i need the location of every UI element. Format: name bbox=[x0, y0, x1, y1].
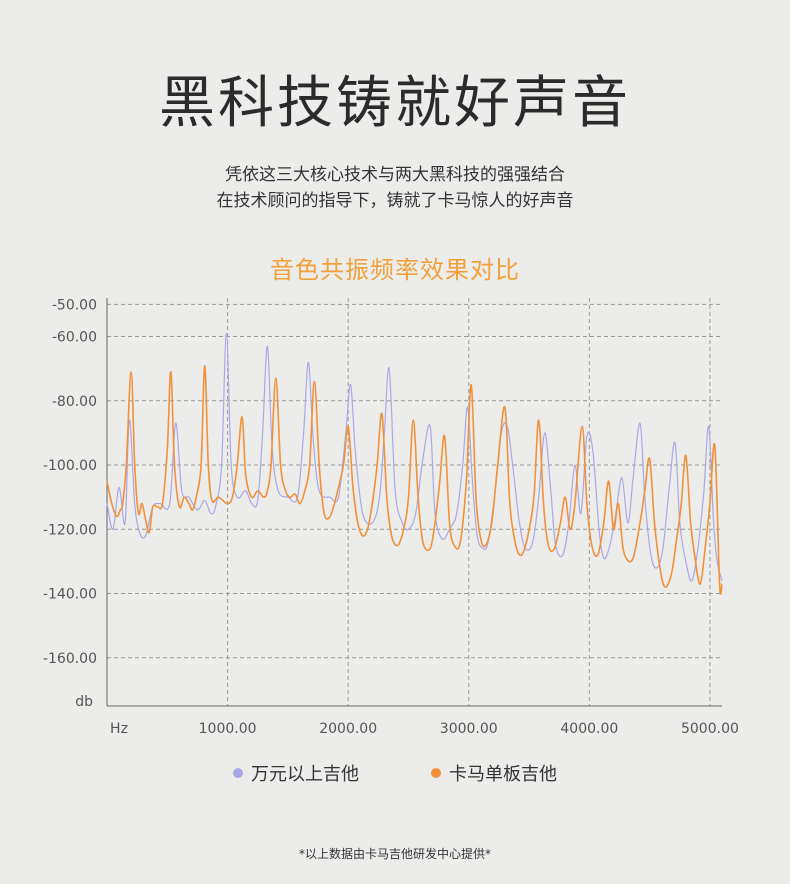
series-line-kama bbox=[106, 364, 723, 595]
subtitle: 凭依这三大核心技术与两大黑科技的强强结合 在技术顾问的指导下，铸就了卡马惊人的好… bbox=[0, 162, 790, 214]
legend-item-kama: 卡马单板吉他 bbox=[431, 760, 557, 786]
subtitle-line-1: 凭依这三大核心技术与两大黑科技的强强结合 bbox=[225, 165, 565, 185]
legend-label-premium: 万元以上吉他 bbox=[251, 764, 359, 785]
chart-legend: 万元以上吉他 卡马单板吉他 bbox=[0, 760, 790, 786]
legend-item-premium: 万元以上吉他 bbox=[233, 760, 359, 786]
y-tick-label: -80.00 bbox=[52, 394, 97, 410]
chart-title: 音色共振频率效果对比 bbox=[270, 256, 520, 284]
x-tick-label: 3000.00 bbox=[440, 721, 498, 737]
subtitle-line-2: 在技术顾问的指导下，铸就了卡马惊人的好声音 bbox=[216, 191, 574, 211]
y-tick-label: -50.00 bbox=[52, 297, 97, 313]
y-axis-label: db bbox=[75, 694, 93, 710]
legend-label-kama: 卡马单板吉他 bbox=[449, 764, 557, 785]
x-tick-label: 2000.00 bbox=[319, 721, 377, 737]
y-tick-label: -140.00 bbox=[43, 587, 97, 603]
page-title: 黑科技铸就好声音 bbox=[159, 71, 631, 136]
series-line-premium bbox=[106, 332, 723, 582]
y-tick-label: -160.00 bbox=[43, 651, 97, 667]
x-tick-label: 5000.00 bbox=[681, 721, 739, 737]
legend-dot-kama bbox=[431, 768, 441, 778]
y-tick-label: -100.00 bbox=[43, 458, 97, 474]
y-tick-label: -60.00 bbox=[52, 330, 97, 346]
x-tick-label: 1000.00 bbox=[199, 721, 257, 737]
legend-dot-premium bbox=[233, 768, 243, 778]
y-tick-label: -120.00 bbox=[43, 522, 97, 538]
x-tick-label: 4000.00 bbox=[560, 721, 618, 737]
footnote: *以上数据由卡马吉他研发中心提供* bbox=[298, 847, 491, 861]
x-axis-label: Hz bbox=[110, 721, 128, 737]
